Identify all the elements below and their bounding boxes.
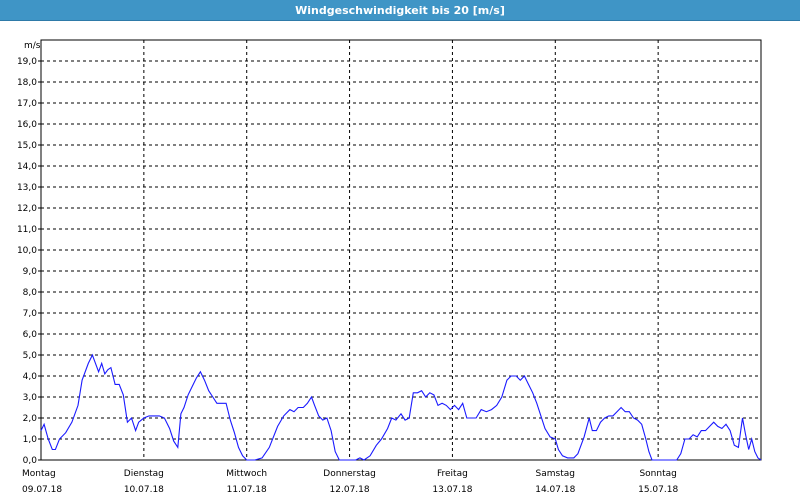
y-tick-label: 12,0	[17, 204, 37, 214]
x-tick-label-date: 14.07.18	[535, 485, 575, 495]
y-tick-label: 14,0	[17, 162, 37, 172]
y-tick-label: 9,0	[23, 267, 38, 277]
y-tick-label: 15,0	[17, 141, 37, 151]
y-tick-label: 16,0	[17, 120, 37, 130]
y-tick-label: 6,0	[23, 330, 38, 340]
y-tick-label: 17,0	[17, 99, 37, 109]
x-tick-label-date: 12.07.18	[330, 485, 370, 495]
y-tick-label: 18,0	[17, 78, 37, 88]
chart-title: Windgeschwindigkeit bis 20 [m/s]	[0, 0, 800, 21]
y-tick-label: 3,0	[23, 393, 38, 403]
x-tick-label-date: 11.07.18	[227, 485, 267, 495]
y-tick-label: 10,0	[17, 246, 37, 256]
y-tick-label: 0,0	[23, 456, 38, 466]
grid-lines	[41, 40, 761, 460]
x-tick-label-date: 10.07.18	[124, 485, 164, 495]
x-tick-label-day: Samstag	[536, 469, 575, 479]
x-tick-label-date: 15.07.18	[638, 485, 678, 495]
y-tick-label: 7,0	[23, 309, 38, 319]
x-tick-label-date: 09.07.18	[22, 485, 62, 495]
y-tick-label: 19,0	[17, 57, 37, 67]
y-axis-ticks: 0,0 1,0 2,0 3,0 4,0 5,0 6,0 7,0 8,0 9,0 10,0 11,0 12…	[17, 57, 41, 466]
y-tick-label: 2,0	[23, 414, 38, 424]
x-tick-label-day: Freitag	[437, 469, 468, 479]
x-tick-label-day: Sonntag	[639, 469, 676, 479]
y-tick-label: 1,0	[23, 435, 38, 445]
x-tick-label-day: Dienstag	[124, 469, 164, 479]
y-axis-unit-label: m/s	[24, 41, 41, 51]
y-tick-label: 13,0	[17, 183, 37, 193]
y-tick-label: 5,0	[23, 351, 38, 361]
y-tick-label: 11,0	[17, 225, 37, 235]
x-tick-label-day: Montag	[22, 469, 56, 479]
x-tick-label-date: 13.07.18	[432, 485, 472, 495]
x-axis-ticks: Montag 09.07.18 Dienstag 10.07.18 Mittwoch 11…	[22, 469, 678, 495]
x-tick-label-day: Donnerstag	[323, 469, 376, 479]
x-tick-label-day: Mittwoch	[226, 469, 267, 479]
wind-speed-line	[40, 353, 762, 461]
y-tick-label: 4,0	[23, 372, 38, 382]
y-tick-label: 8,0	[23, 288, 38, 298]
